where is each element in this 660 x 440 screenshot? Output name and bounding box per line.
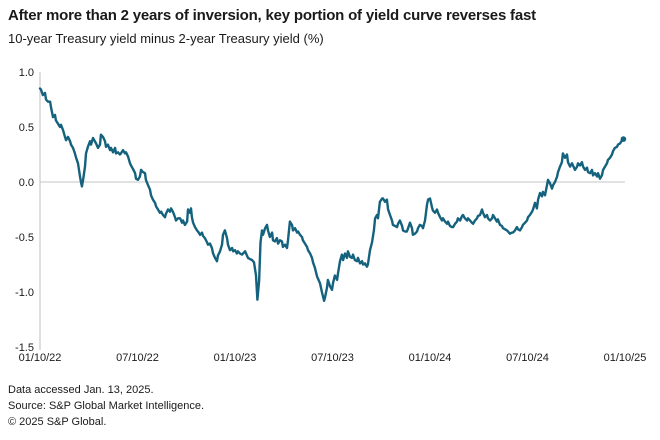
footer-copyright: © 2025 S&P Global. [8,416,107,428]
y-tick-label: -1.0 [15,287,34,299]
chart-header: After more than 2 years of inversion, ke… [8,6,652,48]
x-tick-label: 07/10/24 [506,352,549,364]
footer-data-accessed: Data accessed Jan. 13, 2025. [8,384,154,396]
x-tick-label: 07/10/22 [116,352,159,364]
x-tick-labels: 01/10/22 07/10/22 01/10/23 07/10/23 01/10/24… [19,352,647,364]
x-tick-label: 07/10/23 [311,352,354,364]
y-tick-label: -0.5 [15,232,34,244]
y-tick-label: 1.0 [19,67,34,79]
y-tick-label: 0.0 [19,177,34,189]
x-tick-label: 01/10/23 [214,352,257,364]
spread-line [38,87,625,302]
chart-subtitle: 10-year Treasury yield minus 2-year Trea… [8,31,324,46]
x-tick-label: 01/10/25 [604,352,647,364]
y-tick-labels: 1.0 0.5 0.0 -0.5 -1.0 -1.5 [15,67,34,354]
x-tick-label: 01/10/24 [409,352,452,364]
y-tick-label: -1.5 [15,342,34,354]
chart-title: After more than 2 years of inversion, ke… [8,7,536,24]
x-tick-label: 01/10/22 [19,352,62,364]
chart-footer: Data accessed Jan. 13, 2025. Source: S&P… [8,382,204,430]
line-end-dot [620,136,627,142]
y-tick-label: 0.5 [19,122,34,134]
footer-source: Source: S&P Global Market Intelligence. [8,400,205,412]
